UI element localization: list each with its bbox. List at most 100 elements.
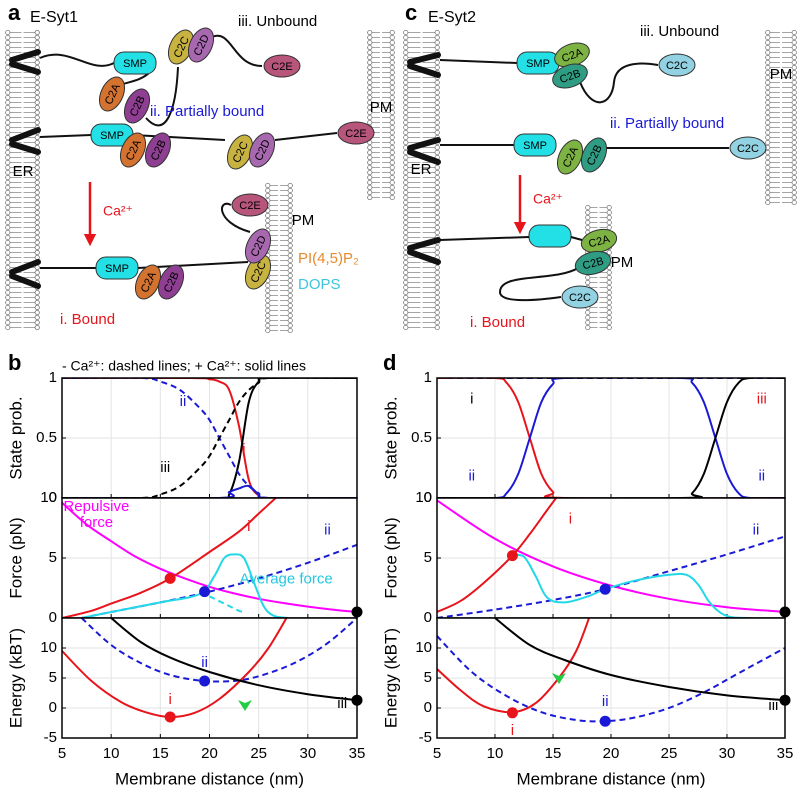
- pm-label: PM: [770, 66, 793, 83]
- tether: [39, 132, 338, 141]
- er-label: ER: [13, 163, 34, 180]
- x-tick-label: 25: [661, 745, 678, 762]
- curve: [437, 499, 785, 613]
- curve-label: ii: [180, 393, 187, 410]
- y-tick-label: 0: [49, 609, 57, 626]
- x-tick-label: 25: [250, 745, 267, 762]
- curve-label: ii: [602, 693, 609, 710]
- point: [199, 675, 211, 687]
- y-tick-label: 5: [49, 669, 57, 686]
- panel-letter: c: [405, 0, 417, 25]
- curve: [199, 593, 245, 613]
- tether: [439, 59, 659, 104]
- state-label: iii. Unbound: [640, 23, 719, 40]
- curve: [494, 618, 785, 702]
- y-tick-label: 10: [40, 639, 57, 656]
- panel-letter: a: [8, 0, 21, 25]
- curve-label: i: [511, 722, 514, 739]
- smp-domain: [513, 133, 557, 157]
- lipid-tails: [770, 32, 792, 203]
- curve: [62, 502, 357, 613]
- y-tick-label: 0: [49, 699, 57, 716]
- x-tick-label: 30: [299, 745, 316, 762]
- lipid-tails: [372, 32, 390, 198]
- protein-name: E-Syt2: [428, 9, 476, 26]
- calcium-label: Ca²⁺: [533, 191, 563, 207]
- lipid-heads: [265, 182, 293, 334]
- smp-domain: [528, 224, 572, 248]
- x-tick-label: 15: [152, 745, 169, 762]
- x-tick-label: 30: [719, 745, 736, 762]
- point: [599, 715, 611, 727]
- lipid-heads: [765, 29, 797, 206]
- panel-letter: d: [383, 350, 396, 375]
- x-tick-label: 5: [58, 745, 66, 762]
- c2-domain: [231, 193, 269, 217]
- domain-label: SMP: [526, 58, 550, 70]
- c2-domain: [263, 54, 301, 78]
- chart-title: - Ca²⁺: dashed lines; + Ca²⁺: solid line…: [62, 358, 306, 374]
- c2-domain: [337, 121, 375, 145]
- domain-label: SMP: [105, 263, 129, 275]
- y-tick-label: 0.5: [411, 429, 432, 446]
- c2-domain: [552, 63, 588, 89]
- c2-domain: [561, 285, 599, 309]
- curve-label: iii: [337, 695, 347, 712]
- state-label: ii. Partially bound: [150, 103, 264, 120]
- curve: [62, 378, 357, 498]
- x-tick-label: 10: [487, 745, 504, 762]
- y-tick-label: 10: [415, 639, 432, 656]
- curve: [437, 378, 785, 498]
- point: [506, 550, 518, 562]
- point: [164, 572, 176, 584]
- y-tick-label: 5: [424, 669, 432, 686]
- anchor: [9, 259, 41, 289]
- curve: [81, 553, 289, 618]
- curve-label: iii: [160, 459, 170, 476]
- curve-label: iii: [757, 391, 767, 408]
- curve-label: i: [470, 391, 473, 408]
- lipid-tails: [408, 32, 435, 328]
- lipid-label: PI(4,5)P₂: [298, 250, 359, 267]
- curve: [437, 378, 785, 498]
- tether: [40, 202, 251, 269]
- curve: [437, 378, 785, 498]
- state-label: iii. Unbound: [238, 13, 317, 30]
- tether: [39, 34, 263, 127]
- y-tick-label: 0: [424, 699, 432, 716]
- lipid-heads: [367, 29, 395, 201]
- y-tick-label: 0: [49, 489, 57, 506]
- calcium-label: Ca²⁺: [103, 203, 133, 219]
- protein-name: E-Syt1: [30, 9, 78, 26]
- y-axis-label: State prob.: [6, 396, 25, 479]
- pm-label: PM: [370, 99, 393, 116]
- state-label: i. Bound: [60, 311, 115, 328]
- curve-label: Average force: [240, 571, 333, 588]
- y-tick-label: -5: [44, 729, 57, 746]
- point: [599, 583, 611, 595]
- x-tick-label: 20: [603, 745, 620, 762]
- curve-label: ii: [324, 521, 331, 538]
- y-axis-label: Energy (kBT): [381, 628, 400, 728]
- state-label: ii. Partially bound: [610, 115, 724, 132]
- point: [164, 711, 176, 723]
- y-tick-label: 0: [424, 609, 432, 626]
- c2-domain: [157, 264, 185, 300]
- x-tick-label: 35: [777, 745, 794, 762]
- y-tick-label: 1: [49, 369, 57, 386]
- domain-label: C2C: [737, 143, 759, 155]
- domain-label: C2C: [569, 292, 591, 304]
- domain-label: C2C: [666, 60, 688, 72]
- c2-domain: [574, 250, 612, 276]
- c2-domain: [658, 53, 696, 77]
- curve-label: i: [247, 518, 250, 535]
- er-label: ER: [411, 161, 432, 178]
- axes-frame: [436, 617, 786, 739]
- c2-domain: [119, 132, 147, 168]
- domain-label: C2E: [345, 128, 366, 140]
- tether: [439, 236, 583, 302]
- domain-label: C2E: [239, 200, 260, 212]
- anchor: [9, 49, 41, 75]
